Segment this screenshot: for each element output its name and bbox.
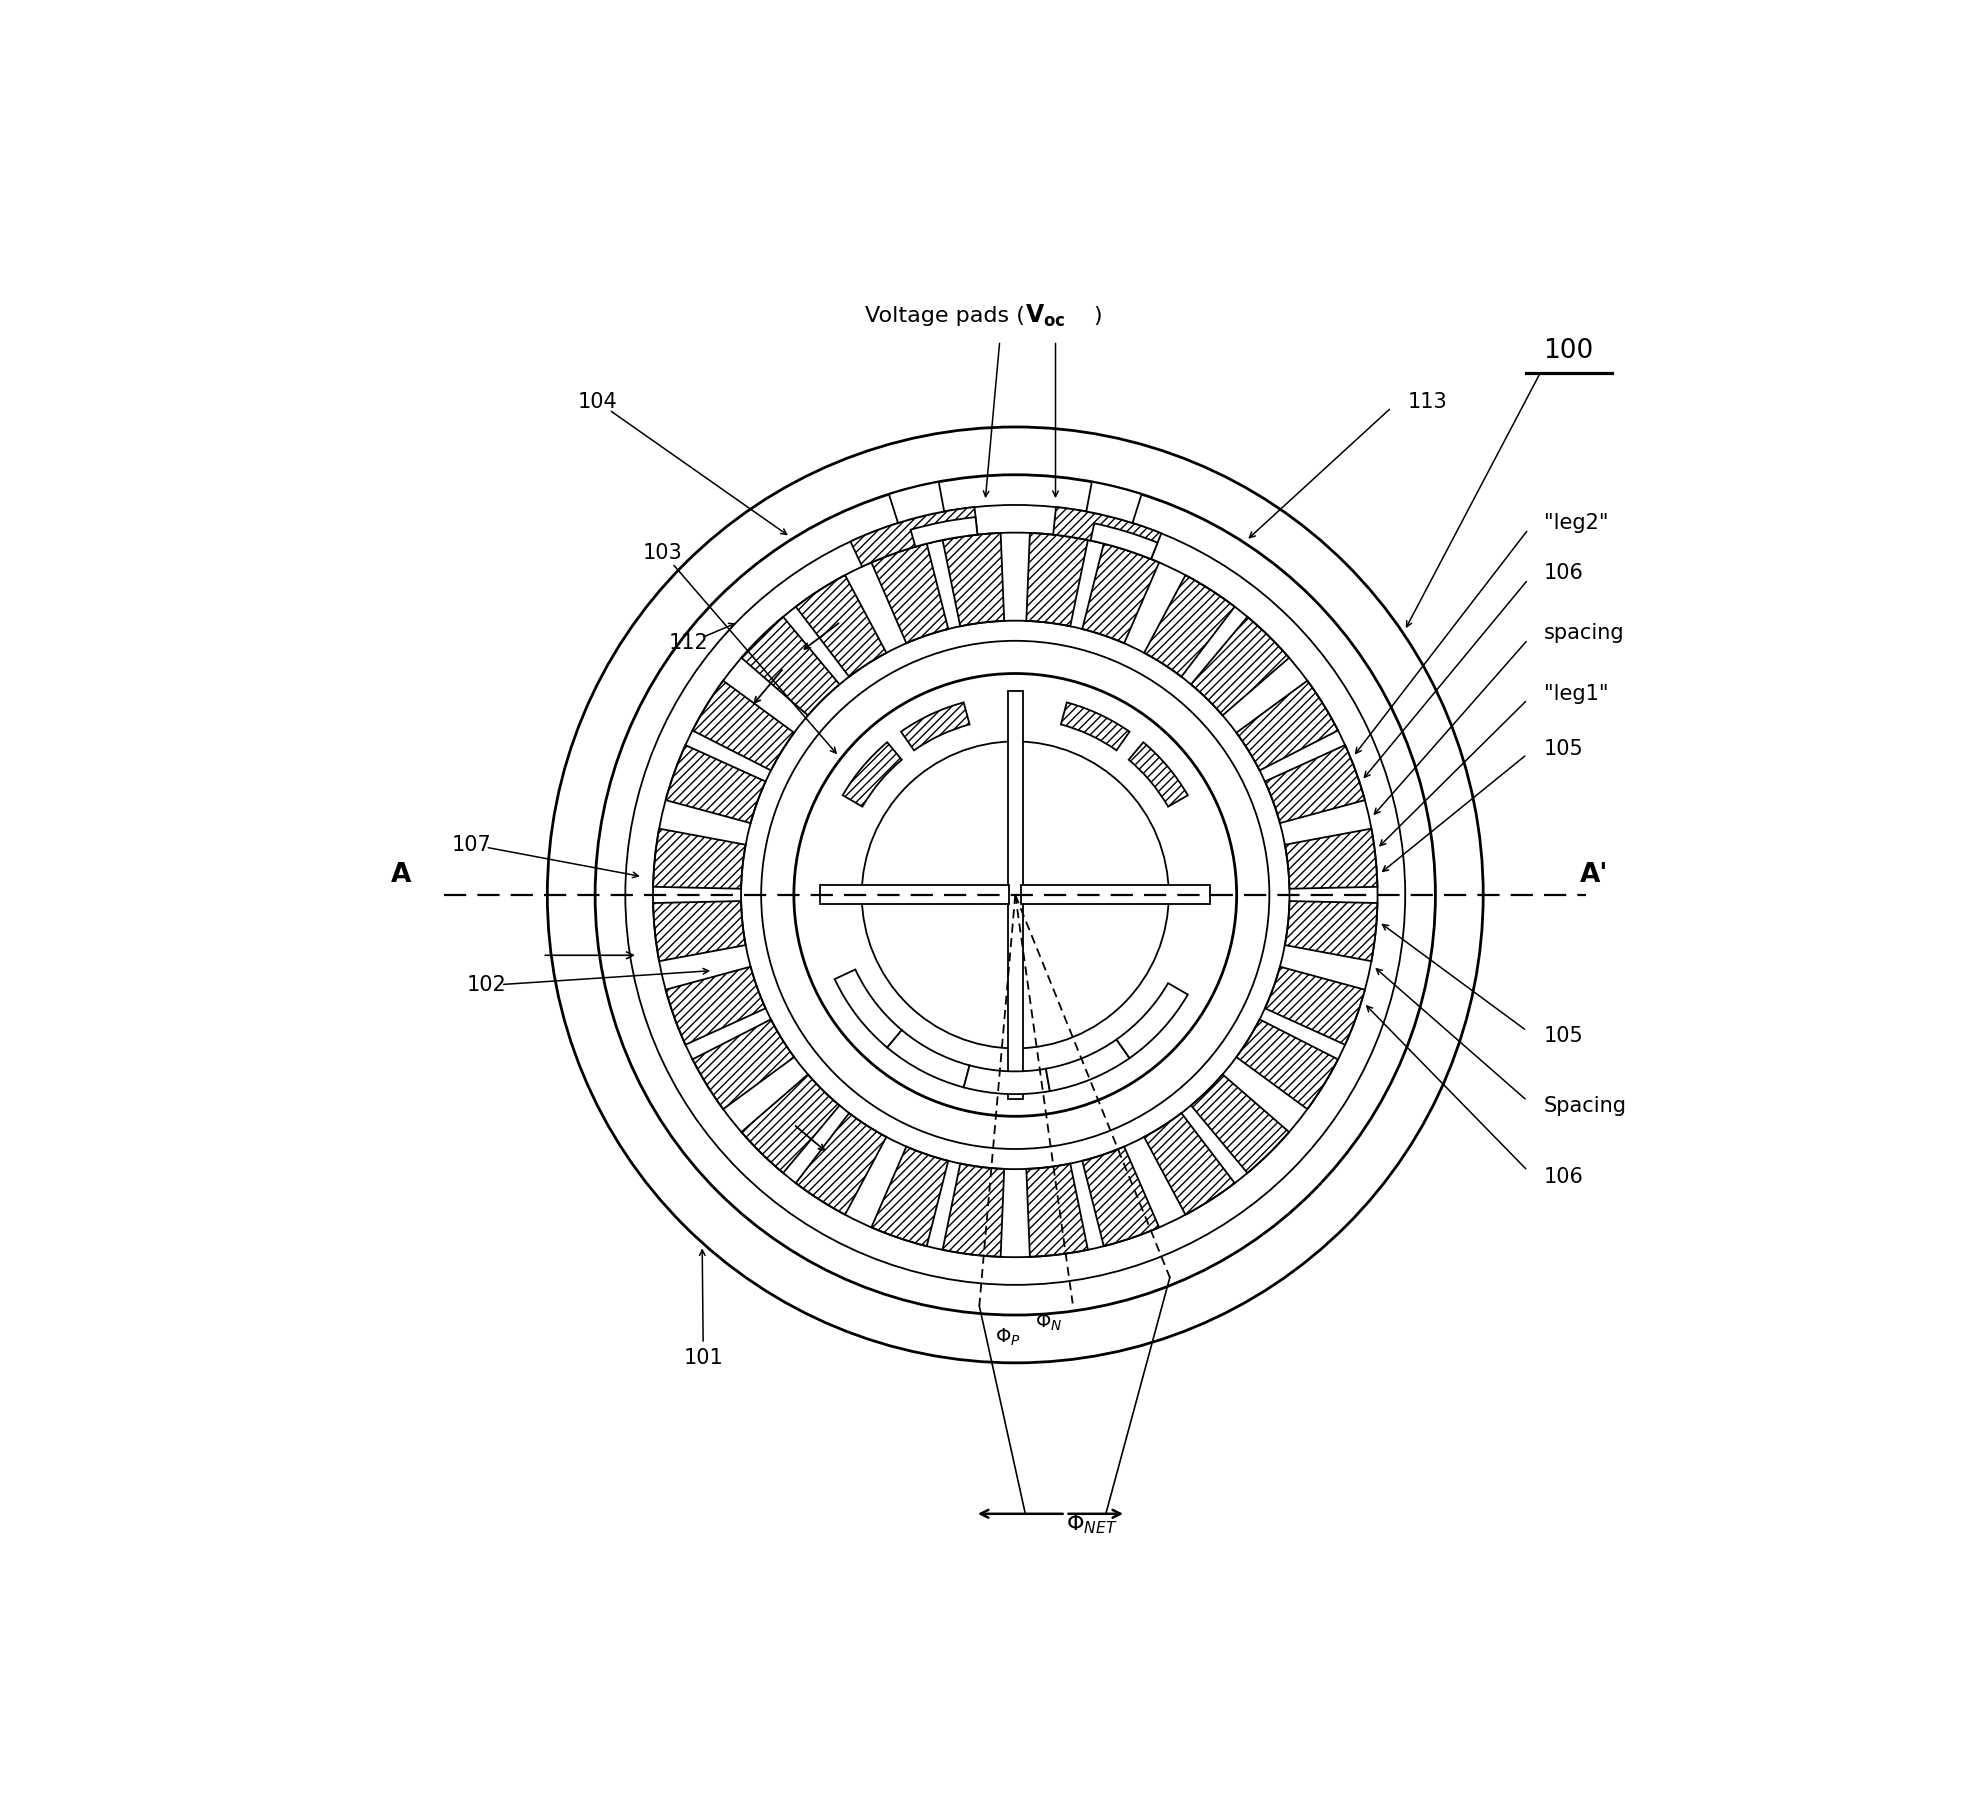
Wedge shape — [1144, 1112, 1234, 1215]
Wedge shape — [1190, 616, 1289, 715]
Wedge shape — [911, 518, 976, 546]
Wedge shape — [1045, 1039, 1129, 1091]
Wedge shape — [849, 507, 976, 566]
Wedge shape — [942, 534, 1004, 627]
Wedge shape — [1129, 742, 1188, 807]
Wedge shape — [1236, 1019, 1336, 1109]
Wedge shape — [1026, 534, 1087, 627]
Wedge shape — [942, 1163, 1004, 1256]
Wedge shape — [1265, 746, 1364, 823]
Wedge shape — [796, 1112, 885, 1215]
Wedge shape — [693, 1019, 794, 1109]
Circle shape — [546, 428, 1483, 1362]
Wedge shape — [1117, 983, 1188, 1058]
Wedge shape — [741, 1075, 840, 1173]
Text: Voltage pads (: Voltage pads ( — [865, 305, 1026, 327]
Wedge shape — [842, 742, 901, 807]
Wedge shape — [1144, 575, 1234, 677]
Text: $\Phi_P$: $\Phi_P$ — [994, 1326, 1020, 1348]
Wedge shape — [901, 703, 968, 751]
Wedge shape — [962, 1066, 1049, 1094]
Text: 112: 112 — [667, 633, 707, 654]
Text: 113: 113 — [1408, 392, 1447, 412]
Text: Spacing: Spacing — [1542, 1096, 1626, 1116]
Text: 104: 104 — [578, 392, 618, 412]
Wedge shape — [871, 1146, 948, 1245]
Wedge shape — [1026, 1163, 1087, 1256]
Wedge shape — [1265, 967, 1364, 1044]
Text: "leg2": "leg2" — [1542, 512, 1608, 532]
Wedge shape — [741, 616, 840, 715]
Bar — [1022, 886, 1210, 904]
Wedge shape — [1081, 544, 1158, 643]
Text: 106: 106 — [1542, 1166, 1582, 1186]
Bar — [820, 886, 1008, 904]
Text: 105: 105 — [1542, 739, 1582, 758]
Wedge shape — [1190, 1075, 1289, 1173]
Text: ): ) — [1093, 305, 1101, 327]
Wedge shape — [1053, 507, 1160, 559]
Text: A: A — [390, 863, 412, 888]
Text: 100: 100 — [1542, 338, 1594, 365]
Wedge shape — [665, 967, 764, 1044]
Wedge shape — [796, 575, 885, 677]
Text: 101: 101 — [683, 1348, 723, 1368]
Wedge shape — [1285, 828, 1376, 890]
Text: A': A' — [1578, 863, 1608, 888]
Wedge shape — [889, 482, 944, 523]
Wedge shape — [653, 828, 744, 890]
Text: 103: 103 — [644, 543, 683, 562]
Wedge shape — [1085, 482, 1140, 523]
Text: 106: 106 — [1542, 562, 1582, 582]
Wedge shape — [887, 1030, 968, 1087]
Text: 105: 105 — [1542, 1026, 1582, 1046]
Wedge shape — [1061, 703, 1129, 751]
Wedge shape — [1285, 900, 1376, 961]
Text: $\mathbf{V_{oc}}$: $\mathbf{V_{oc}}$ — [1026, 304, 1065, 329]
Text: 107: 107 — [451, 834, 491, 855]
Wedge shape — [1081, 1146, 1158, 1245]
Wedge shape — [1091, 523, 1156, 559]
Wedge shape — [1236, 681, 1336, 771]
Text: 102: 102 — [467, 976, 507, 996]
Text: "leg1": "leg1" — [1542, 683, 1608, 704]
Text: spacing: spacing — [1542, 624, 1624, 643]
Wedge shape — [871, 544, 948, 643]
Wedge shape — [653, 900, 744, 961]
Wedge shape — [665, 746, 764, 823]
Text: $\Phi_N$: $\Phi_N$ — [1036, 1312, 1061, 1333]
Text: $\Phi_{NET}$: $\Phi_{NET}$ — [1065, 1511, 1117, 1536]
Bar — [1008, 692, 1022, 1098]
Wedge shape — [834, 970, 901, 1048]
Wedge shape — [693, 681, 794, 771]
